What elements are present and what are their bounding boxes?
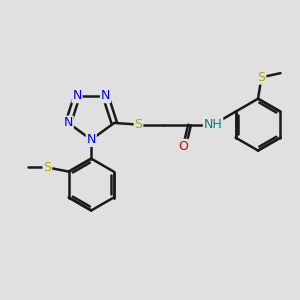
Text: N: N <box>87 133 96 146</box>
Text: N: N <box>72 89 82 102</box>
Text: N: N <box>101 89 110 102</box>
Text: O: O <box>178 140 188 153</box>
Text: S: S <box>134 118 142 131</box>
Text: S: S <box>257 71 266 84</box>
Text: NH: NH <box>204 118 223 131</box>
Text: N: N <box>64 116 73 129</box>
Text: S: S <box>44 161 51 174</box>
